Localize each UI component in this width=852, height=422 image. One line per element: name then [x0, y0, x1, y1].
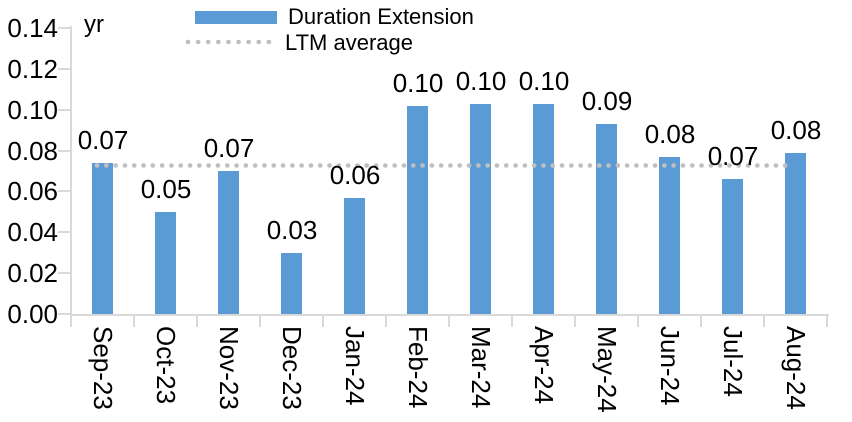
- y-axis-tick: [58, 68, 70, 70]
- y-axis-tick: [58, 313, 70, 315]
- y-axis-tick: [58, 27, 70, 29]
- y-axis-tick: [58, 109, 70, 111]
- x-axis-label-jun-24: Jun-24: [655, 326, 685, 406]
- data-label-nov-23: 0.07: [203, 133, 255, 163]
- x-axis-tick: [196, 316, 198, 327]
- x-axis-tick: [259, 316, 261, 327]
- x-axis-tick: [385, 316, 387, 327]
- x-axis-tick: [700, 316, 702, 327]
- bar-oct-23: [155, 212, 176, 314]
- x-axis-label-mar-24: Mar-24: [466, 326, 496, 409]
- data-label-oct-23: 0.05: [140, 174, 192, 204]
- bar-jul-24: [722, 179, 743, 314]
- bar-mar-24: [470, 104, 491, 314]
- x-axis-line: [70, 314, 829, 316]
- x-axis-label-dec-23: Dec-23: [277, 326, 307, 410]
- bar-apr-24: [533, 104, 554, 314]
- bar-jan-24: [344, 198, 365, 314]
- legend-bar-swatch-icon: [195, 10, 277, 24]
- data-label-jan-24: 0.06: [329, 160, 381, 190]
- y-axis-tick: [58, 231, 70, 233]
- bar-nov-23: [218, 171, 239, 314]
- x-axis-label-oct-23: Oct-23: [151, 326, 181, 405]
- x-axis-label-apr-24: Apr-24: [529, 326, 559, 405]
- legend-dotted-line-swatch-icon: [183, 34, 278, 52]
- x-axis-label-jul-24: Jul-24: [718, 326, 748, 397]
- x-axis-label-jan-24: Jan-24: [340, 326, 370, 406]
- data-label-may-24: 0.09: [581, 86, 633, 116]
- x-axis-tick: [826, 316, 828, 327]
- data-label-jun-24: 0.08: [644, 119, 696, 149]
- data-label-aug-24: 0.08: [770, 115, 822, 145]
- y-axis-tick-label: 0.06: [7, 176, 58, 206]
- bar-dec-23: [281, 253, 302, 314]
- x-axis-tick: [322, 316, 324, 327]
- bar-sep-23: [92, 163, 113, 314]
- bar-may-24: [596, 124, 617, 314]
- bar-aug-24: [785, 153, 806, 314]
- data-label-dec-23: 0.03: [266, 215, 318, 245]
- x-axis-tick: [133, 316, 135, 327]
- data-label-jul-24: 0.07: [707, 141, 759, 171]
- x-axis-tick: [511, 316, 513, 327]
- legend-label-ltm-average: LTM average: [285, 30, 413, 55]
- y-axis-tick-label: 0.08: [7, 136, 58, 166]
- x-axis-label-feb-24: Feb-24: [403, 326, 433, 409]
- x-axis-label-nov-23: Nov-23: [214, 326, 244, 410]
- chart-legend: Duration Extension LTM average: [0, 0, 852, 56]
- y-axis-tick: [58, 190, 70, 192]
- data-label-feb-24: 0.10: [392, 68, 444, 98]
- x-axis-tick: [763, 316, 765, 327]
- data-label-apr-24: 0.10: [518, 66, 570, 96]
- x-axis-tick: [574, 316, 576, 327]
- legend-item-duration-extension: Duration Extension: [195, 4, 474, 30]
- data-label-sep-23: 0.07: [77, 125, 129, 155]
- bar-feb-24: [407, 106, 428, 314]
- x-axis-label-sep-23: Sep-23: [88, 326, 118, 410]
- bar-jun-24: [659, 157, 680, 314]
- y-axis-tick-label: 0.10: [7, 95, 58, 125]
- y-axis-line: [70, 26, 72, 316]
- y-axis-tick-label: 0.04: [7, 217, 58, 247]
- y-axis-tick: [58, 272, 70, 274]
- y-axis-tick-label: 0.02: [7, 258, 58, 288]
- y-axis-tick: [58, 150, 70, 152]
- x-axis-tick: [637, 316, 639, 327]
- y-axis-unit-label: yr: [84, 11, 104, 38]
- y-axis-tick-label: 0.00: [7, 299, 58, 329]
- x-axis-tick: [448, 316, 450, 327]
- legend-item-ltm-average: LTM average: [183, 30, 413, 56]
- data-label-mar-24: 0.10: [455, 66, 507, 96]
- x-axis-label-may-24: May-24: [592, 326, 622, 413]
- x-axis-tick: [70, 316, 72, 327]
- legend-label-duration-extension: Duration Extension: [288, 4, 474, 29]
- y-axis-tick-label: 0.14: [7, 13, 58, 43]
- y-axis-tick-label: 0.12: [7, 54, 58, 84]
- x-axis-label-aug-24: Aug-24: [781, 326, 811, 410]
